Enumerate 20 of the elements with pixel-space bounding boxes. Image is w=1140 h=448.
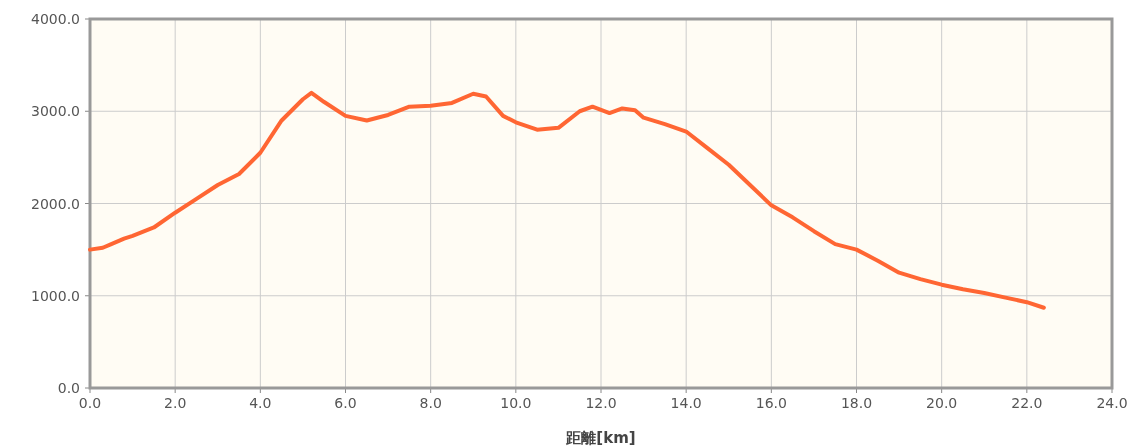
y-tick-label: 4000.0 xyxy=(31,11,80,27)
y-tick-label: 0.0 xyxy=(57,380,80,396)
x-axis-title: 距離[km] xyxy=(565,429,636,447)
x-tick-label: 10.0 xyxy=(500,395,532,411)
x-tick-label: 20.0 xyxy=(926,395,958,411)
x-tick-label: 14.0 xyxy=(670,395,702,411)
y-tick-label: 1000.0 xyxy=(31,287,80,304)
line-series xyxy=(88,90,1046,310)
x-tick-label: 16.0 xyxy=(755,395,787,411)
x-tick-label: 12.0 xyxy=(585,395,617,411)
y-tick-label: 3000.0 xyxy=(31,103,80,120)
x-tick-label: 2.0 xyxy=(164,395,187,411)
x-tick-label: 8.0 xyxy=(419,395,442,411)
x-tick-label: 18.0 xyxy=(840,395,873,411)
x-tick-label: 22.0 xyxy=(1011,395,1043,411)
x-tick-label: 24.0 xyxy=(1096,395,1128,411)
y-tick-label: 2000.0 xyxy=(31,195,80,212)
x-tick-label: 4.0 xyxy=(249,395,272,411)
x-tick-label: 6.0 xyxy=(334,395,357,411)
x-tick-label: 0.0 xyxy=(78,395,102,411)
